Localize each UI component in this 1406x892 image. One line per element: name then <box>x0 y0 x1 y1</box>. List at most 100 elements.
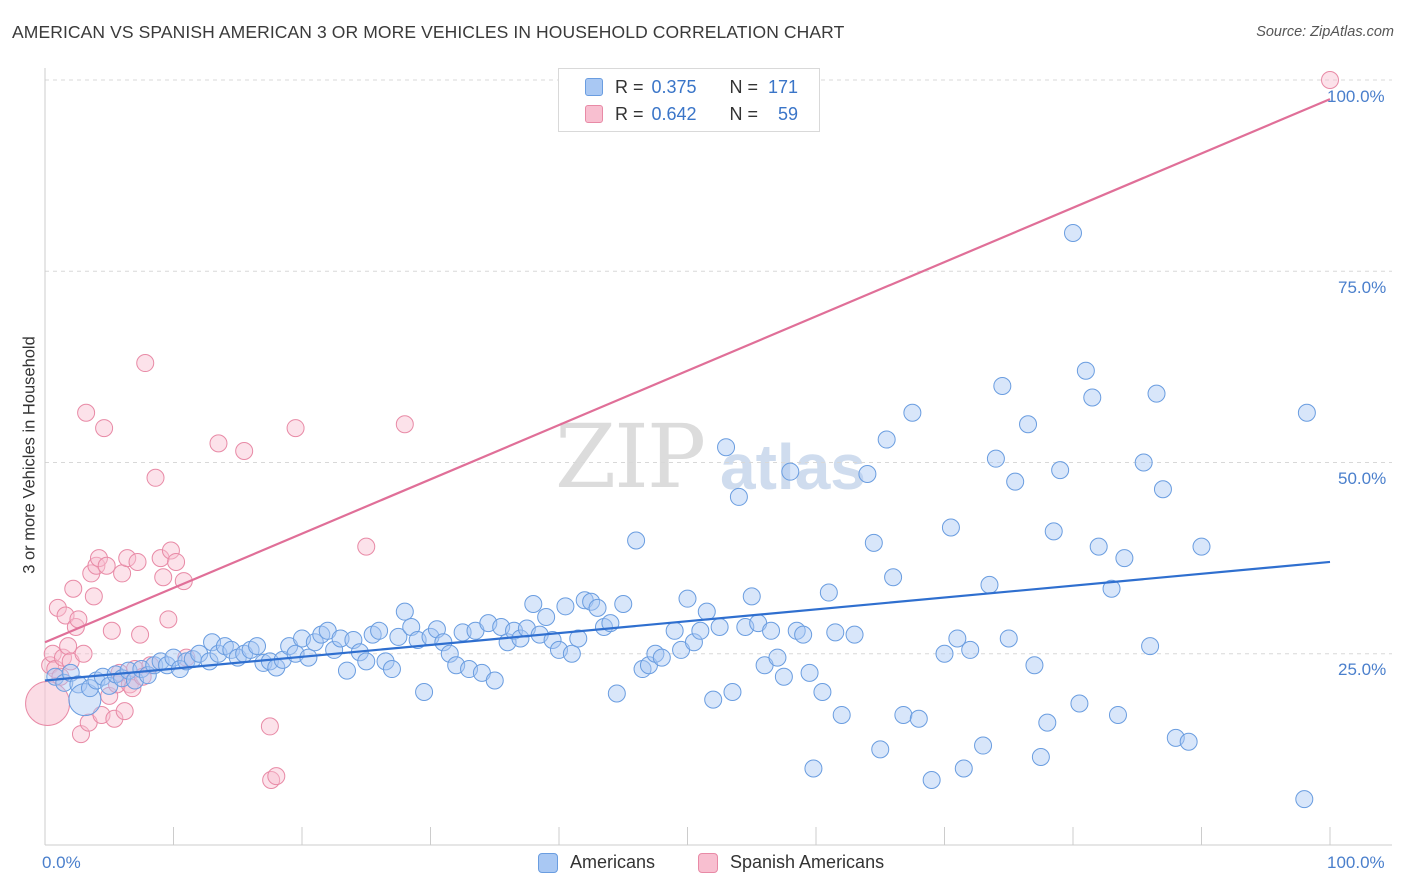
american-point <box>556 597 575 616</box>
american-point <box>974 736 993 755</box>
american-point <box>69 675 88 694</box>
y-tick-100: 100.0% <box>1327 87 1385 106</box>
american-point <box>941 518 960 537</box>
spanish-point <box>128 552 147 571</box>
spanish-r-value: 0.642 <box>651 103 697 124</box>
american-point <box>440 644 459 663</box>
american-point <box>1295 790 1314 809</box>
spanish-point <box>107 675 126 694</box>
spanish-point <box>154 568 173 587</box>
american-point <box>864 533 883 552</box>
spanish-point <box>395 415 414 434</box>
spanish-point <box>48 598 67 617</box>
american-point <box>717 438 736 457</box>
spanish-point <box>357 537 376 556</box>
american-point <box>588 598 607 617</box>
american-point <box>627 531 646 550</box>
american-point <box>1019 415 1038 434</box>
spanish-n-value: 59 <box>778 103 799 124</box>
y-tick-25: 25.0% <box>1338 660 1387 679</box>
american-point <box>832 705 851 724</box>
spanish-legend-label: Spanish Americans <box>730 852 885 872</box>
spanish-point <box>159 610 178 629</box>
american-point <box>1006 472 1025 491</box>
american-point <box>1147 384 1166 403</box>
spanish-point <box>43 644 62 663</box>
american-point <box>1031 748 1050 767</box>
american-point <box>993 377 1012 395</box>
american-point <box>819 583 838 602</box>
spanish-legend-swatch <box>698 852 718 873</box>
american-point <box>922 770 941 789</box>
american-point <box>1089 537 1108 556</box>
spanish-point <box>74 644 93 663</box>
american-point <box>80 679 99 698</box>
american-point <box>804 759 823 778</box>
american-point <box>524 595 543 614</box>
american-point <box>370 621 389 640</box>
american-point <box>453 623 472 642</box>
american-point <box>684 633 703 652</box>
spanish-point <box>77 403 96 422</box>
american-point <box>781 462 800 481</box>
americans-legend-label: Americans <box>570 852 656 872</box>
american-point <box>119 661 138 680</box>
american-point <box>826 623 845 642</box>
americans-legend-swatch <box>538 852 558 873</box>
american-point <box>768 648 787 667</box>
series-legend: Americans Spanish Americans <box>0 852 1406 878</box>
american-point <box>382 660 401 679</box>
spanish-point <box>136 354 155 373</box>
american-point <box>774 667 793 686</box>
american-point <box>665 621 684 640</box>
american-point <box>1179 732 1198 751</box>
american-point <box>337 661 356 680</box>
american-point <box>691 621 710 640</box>
american-point <box>1083 388 1102 407</box>
american-point <box>395 602 414 621</box>
americans-swatch <box>585 78 603 96</box>
american-point <box>305 633 324 652</box>
source-credit: Source: ZipAtlas.com <box>1256 24 1394 40</box>
spanish-point <box>115 702 134 721</box>
american-point <box>331 629 350 648</box>
spanish-point <box>151 549 170 568</box>
american-point <box>678 589 697 608</box>
american-point <box>1070 694 1089 713</box>
spanish-point <box>286 419 305 438</box>
american-point <box>427 620 446 639</box>
american-point <box>485 671 504 690</box>
american-point <box>1108 705 1127 724</box>
american-point <box>894 705 913 724</box>
american-point <box>1064 224 1082 242</box>
spanish-point <box>64 579 83 598</box>
x-tick-100: 100.0% <box>1327 853 1385 872</box>
spanish-point <box>167 552 186 571</box>
american-point <box>877 430 896 449</box>
american-point <box>1153 480 1172 499</box>
legend-item-spanish[interactable]: Spanish Americans <box>698 852 884 873</box>
spanish-point <box>118 549 137 568</box>
spanish-point <box>105 709 124 728</box>
americans-trend-line <box>44 560 1331 682</box>
american-point <box>858 464 877 483</box>
spanish-point <box>84 587 103 606</box>
spanish-point <box>267 767 286 786</box>
n-label: N = <box>729 76 759 97</box>
american-point <box>68 683 102 717</box>
x-tick-0: 0.0% <box>42 853 81 872</box>
american-point <box>986 449 1005 468</box>
american-point <box>1051 461 1070 480</box>
american-point <box>248 637 267 656</box>
american-point <box>1038 713 1057 732</box>
american-point <box>871 740 890 759</box>
american-point <box>537 608 556 627</box>
r-label: R = <box>615 76 644 97</box>
legend-item-americans[interactable]: Americans <box>538 852 655 873</box>
american-point <box>1141 637 1160 656</box>
legend-row-americans: R = 0.375 N = 171 <box>585 75 798 99</box>
spanish-point <box>59 637 78 656</box>
american-point <box>845 625 864 644</box>
american-point <box>884 568 903 587</box>
